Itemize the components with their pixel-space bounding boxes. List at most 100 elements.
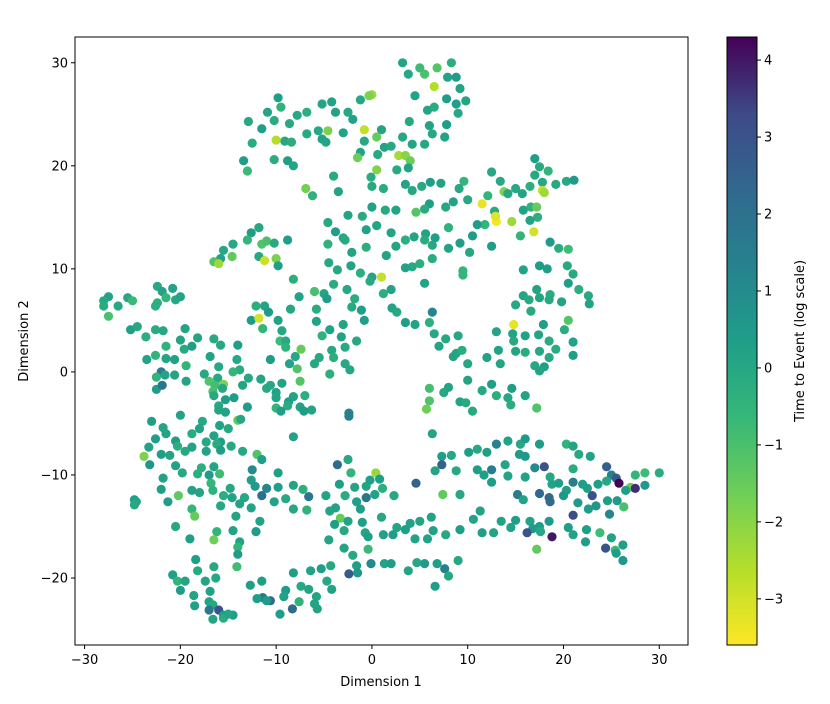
scatter-point	[424, 121, 434, 131]
scatter-point	[257, 491, 267, 501]
scatter-point	[432, 559, 442, 569]
scatter-point	[394, 150, 404, 161]
scatter-point	[558, 491, 569, 501]
scatter-point	[517, 189, 527, 199]
scatter-point	[229, 393, 239, 403]
scatter-point	[472, 465, 482, 475]
x-tick-label: −20	[167, 653, 194, 668]
scatter-point	[300, 391, 310, 401]
scatter-point	[187, 442, 197, 452]
scatter-point	[534, 346, 545, 356]
scatter-point	[343, 454, 353, 465]
scatter-point	[208, 485, 218, 495]
scatter-point	[171, 521, 181, 532]
colorbar-tick-label: −2	[764, 515, 783, 530]
scatter-point	[453, 331, 463, 341]
scatter-point	[350, 294, 360, 304]
scatter-point	[323, 217, 333, 228]
scatter-point	[440, 132, 450, 142]
scatter-point	[161, 353, 171, 364]
scatter-point	[458, 270, 468, 280]
scatter-point	[242, 235, 252, 245]
scatter-point	[381, 250, 391, 261]
scatter-point	[306, 566, 316, 576]
scatter-point	[142, 354, 152, 365]
scatter-point	[327, 345, 337, 355]
scatter-point	[520, 331, 530, 341]
scatter-point	[144, 442, 154, 452]
scatter-point	[534, 439, 545, 449]
scatter-point	[265, 354, 275, 365]
scatter-point	[322, 294, 332, 304]
scatter-point	[180, 324, 190, 334]
scatter-point	[254, 313, 264, 323]
scatter-point	[199, 369, 209, 379]
scatter-point	[568, 464, 578, 474]
colorbar-tick-label: 2	[764, 208, 772, 223]
scatter-point	[343, 107, 353, 117]
scatter-point	[299, 406, 309, 416]
scatter-point	[493, 345, 503, 355]
scatter-point	[427, 307, 437, 317]
scatter-point	[194, 424, 205, 434]
scatter-point	[515, 231, 526, 241]
scatter-point	[551, 179, 561, 189]
scatter-point	[180, 576, 190, 586]
scatter-point	[429, 102, 439, 112]
scatter-point	[630, 470, 640, 480]
scatter-point	[386, 284, 396, 295]
scatter-point	[405, 156, 415, 166]
scatter-point	[403, 69, 413, 79]
scatter-point	[284, 359, 295, 369]
scatter-point	[302, 107, 312, 117]
scatter-point	[242, 166, 252, 176]
scatter-point	[233, 542, 243, 552]
scatter-point	[150, 434, 161, 444]
scatter-point	[370, 489, 380, 500]
scatter-point	[532, 202, 542, 212]
scatter-point	[539, 462, 549, 472]
scatter-point	[491, 391, 501, 401]
scatter-point	[193, 566, 203, 576]
scatter-point	[363, 544, 373, 554]
scatter-point	[559, 325, 570, 335]
scatter-point	[426, 512, 436, 522]
scatter-point	[340, 342, 350, 352]
scatter-point	[467, 406, 478, 416]
scatter-point	[554, 478, 564, 488]
scatter-point	[654, 468, 664, 478]
scatter-point	[574, 449, 584, 459]
colorbar-tick-label: 0	[764, 361, 772, 376]
scatter-point	[503, 393, 513, 403]
scatter-point	[211, 573, 221, 583]
y-tick-label: 0	[60, 365, 68, 380]
scatter-point	[463, 375, 473, 385]
scatter-point	[295, 376, 305, 386]
y-tick-label: 30	[51, 56, 68, 71]
scatter-point	[465, 247, 475, 257]
scatter-point	[209, 462, 219, 472]
scatter-point	[538, 319, 549, 330]
scatter-point	[309, 286, 320, 297]
scatter-point	[215, 420, 225, 431]
scatter-point	[233, 549, 243, 559]
scatter-point	[429, 329, 439, 339]
scatter-point	[430, 466, 440, 476]
scatter-point	[235, 499, 245, 509]
scatter-point	[292, 364, 302, 374]
scatter-point	[365, 276, 375, 286]
scatter-point	[160, 370, 170, 380]
scatter-point	[451, 466, 461, 476]
scatter-point	[179, 344, 189, 354]
scatter-point	[522, 528, 532, 538]
scatter-point	[260, 256, 270, 266]
scatter-point	[200, 576, 210, 586]
scatter-point	[99, 301, 109, 311]
scatter-point	[226, 441, 236, 451]
scatter-point	[437, 460, 447, 470]
x-tick-label: 30	[651, 653, 668, 668]
scatter-point	[593, 479, 603, 489]
scatter-point	[461, 96, 471, 106]
scatter-point	[218, 245, 229, 255]
scatter-point	[442, 120, 452, 130]
